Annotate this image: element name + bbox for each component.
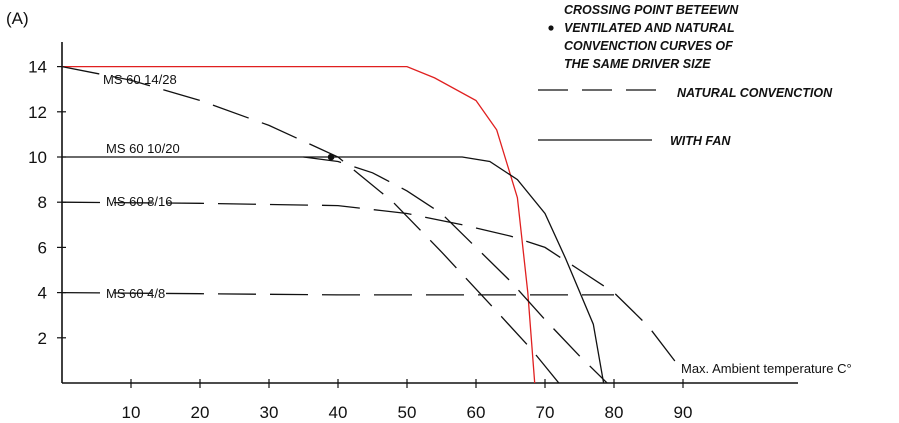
legend: CROSSING POINT BETEEWN VENTILATED AND NAT… <box>538 3 833 148</box>
series-curve-1 <box>62 65 536 384</box>
x-tick-label: 40 <box>329 403 348 422</box>
x-tick-label: 20 <box>191 403 210 422</box>
x-tick-label: 30 <box>260 403 279 422</box>
x-tick-label: 90 <box>674 403 693 422</box>
legend-crossing-text-line: THE SAME DRIVER SIZE <box>564 57 711 71</box>
series-curve-3 <box>61 65 560 384</box>
curve-label: MS 60 14/28 <box>103 72 177 87</box>
curves <box>61 65 684 384</box>
y-axis-title: (A) <box>6 9 29 28</box>
legend-crossing-text-line: CROSSING POINT BETEEWN <box>564 3 739 17</box>
x-tick-label: 70 <box>536 403 555 422</box>
y-tick-label: 10 <box>28 148 47 167</box>
series-curve-4 <box>303 156 608 384</box>
curve-label: MS 60 10/20 <box>106 141 180 156</box>
x-tick-label: 80 <box>605 403 624 422</box>
axes: 2 4 6 8 10 12 14 10 20 30 40 50 60 70 80 90 (A) Max. Ambi… <box>6 9 852 422</box>
y-tick-label: 2 <box>38 329 47 348</box>
legend-crossing-text-line: VENTILATED AND NATURAL <box>564 21 735 35</box>
x-tick-label: 10 <box>122 403 141 422</box>
labels: MS 60 14/28 MS 60 10/20 MS 60 8/16 MS 60 4/… <box>103 72 180 301</box>
y-tick-label: 8 <box>38 193 47 212</box>
x-tick-label: 60 <box>467 403 486 422</box>
legend-natural-text: NATURAL CONVENCTION <box>677 86 833 100</box>
x-axis-title: Max. Ambient temperature C° <box>681 361 852 376</box>
y-tick-label: 12 <box>28 103 47 122</box>
series-curve-5 <box>61 201 684 373</box>
legend-crossing-marker <box>548 25 554 31</box>
series-curve-6 <box>61 291 614 296</box>
curve-label: MS 60 4/8 <box>106 286 165 301</box>
crossing-point-marker <box>327 153 335 161</box>
x-tick-label: 50 <box>398 403 417 422</box>
legend-fan-text: WITH FAN <box>670 134 731 148</box>
series-curve-2 <box>62 156 605 384</box>
y-tick-label: 6 <box>38 238 47 257</box>
y-tick-label: 14 <box>28 58 47 77</box>
curve-label: MS 60 8/16 <box>106 194 173 209</box>
y-tick-label: 4 <box>38 284 47 303</box>
legend-crossing-text-line: CONVENCTION CURVES OF <box>564 39 733 53</box>
